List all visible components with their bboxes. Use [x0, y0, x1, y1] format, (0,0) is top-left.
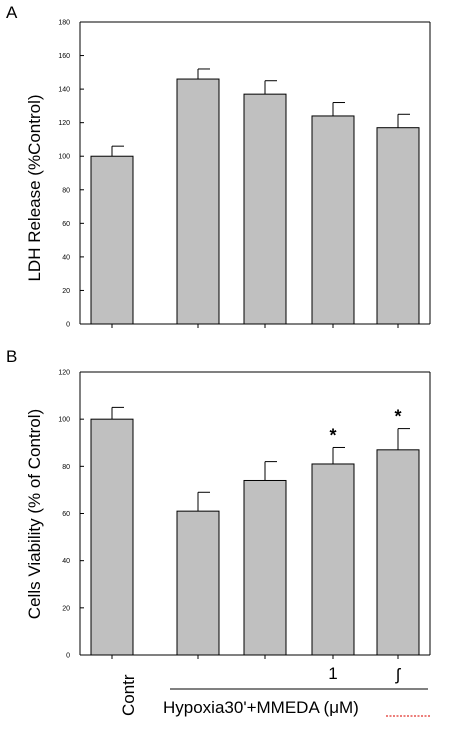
bar — [176, 510, 220, 656]
x-axis-categories: Contr Hypoxia30'+MMEDA (μM) 1 ʃ — [119, 664, 430, 717]
panel-a-y-ticks: 0 20 40 60 80 100 120 140 160 180 — [58, 20, 399, 329]
y-tick-label: 20 — [62, 288, 70, 295]
panel-b-y-axis-label: Cells Viability (% of Control) — [25, 409, 44, 619]
y-tick-label: 160 — [58, 53, 70, 60]
group-label: Hypoxia30'+MMEDA (μM) — [163, 698, 359, 717]
bar — [376, 127, 420, 325]
y-tick-label: 100 — [58, 417, 70, 424]
significance-marker: * — [394, 407, 401, 427]
bar — [376, 449, 420, 656]
y-tick-label: 40 — [62, 558, 70, 565]
y-tick-label: 20 — [62, 605, 70, 612]
y-tick-label: 0 — [66, 653, 70, 660]
dose-label: 1 — [328, 664, 337, 683]
y-tick-label: 80 — [62, 187, 70, 194]
bar — [243, 93, 287, 325]
panel-a-axes — [79, 21, 431, 325]
panel-b-label: B — [6, 347, 17, 366]
panel-b: B Cells Viability (% of Control) 0 20 40 60… — [6, 347, 431, 660]
y-tick-label: 0 — [66, 322, 70, 329]
panel-b-bars: ** — [90, 407, 420, 656]
y-tick-label: 100 — [58, 154, 70, 161]
y-tick-label: 60 — [62, 221, 70, 228]
bar — [90, 155, 134, 325]
y-tick-label: 120 — [58, 370, 70, 377]
bar — [90, 418, 134, 656]
bar — [311, 115, 355, 325]
significance-marker: * — [329, 425, 336, 445]
panel-a-y-axis-label: LDH Release (%Control) — [25, 94, 44, 281]
dose-label: ʃ — [395, 665, 401, 684]
bar — [311, 463, 355, 656]
y-tick-label: 80 — [62, 464, 70, 471]
y-tick-label: 140 — [58, 87, 70, 94]
control-category-label: Contr — [119, 674, 138, 716]
panel-b-y-ticks: 0 20 40 60 80 100 120 — [58, 370, 399, 660]
y-tick-label: 180 — [58, 20, 70, 27]
bar — [243, 479, 287, 656]
y-tick-label: 40 — [62, 254, 70, 261]
panel-a-label: A — [6, 3, 18, 22]
y-tick-label: 60 — [62, 511, 70, 518]
bar — [176, 78, 220, 325]
panel-a-bars — [90, 68, 420, 325]
panel-a: A LDH Release (%Control) 0 20 40 60 80 100 120… — [6, 3, 431, 329]
y-tick-label: 120 — [58, 120, 70, 127]
